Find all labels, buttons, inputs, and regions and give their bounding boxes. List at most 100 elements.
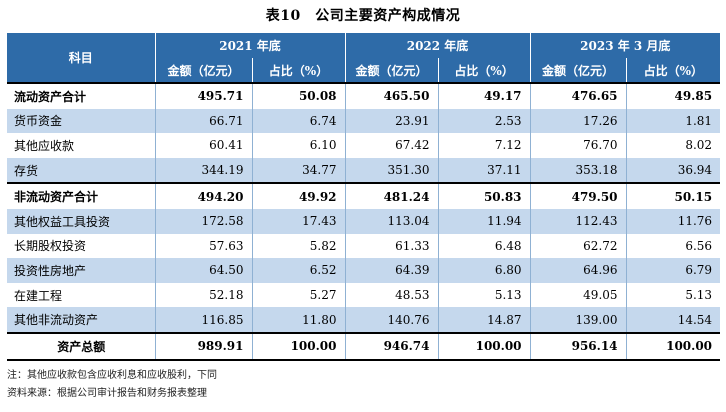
share-cell: 34.77 (251, 157, 346, 184)
share-cell: 100.00 (251, 331, 346, 361)
header-period-2022: 2022 年底 (344, 33, 531, 58)
row-label: 非流动资产合计 (7, 182, 155, 209)
header-subject: 科目 (7, 33, 155, 83)
share-cell: 2.53 (437, 108, 531, 134)
share-cell: 49.17 (437, 82, 531, 109)
row-label: 其他权益工具投资 (7, 208, 155, 234)
share-cell: 50.83 (437, 182, 531, 209)
header-period-2021: 2021 年底 (154, 33, 346, 58)
row-label: 在建工程 (7, 282, 155, 308)
table-row: 非流动资产合计 494.20 49.92 481.24 50.83 479.50 50.15 (7, 182, 721, 209)
amount-cell: 76.70 (529, 133, 627, 158)
amount-cell: 62.72 (529, 233, 627, 259)
table-title: 表10 公司主要资产构成情况 (265, 8, 461, 24)
amount-cell: 476.65 (529, 82, 627, 109)
share-cell: 6.52 (251, 258, 346, 283)
amount-cell: 48.53 (344, 282, 439, 308)
share-cell: 50.15 (625, 182, 721, 209)
amount-cell: 116.85 (154, 307, 252, 333)
table-row: 其他非流动资产 116.85 11.80 140.76 14.87 139.00 14.54 (7, 307, 721, 333)
share-cell: 5.13 (437, 282, 531, 308)
amount-cell: 494.20 (154, 182, 252, 209)
amount-cell: 64.96 (529, 258, 627, 283)
header-amount: 金额（亿元） (529, 58, 627, 83)
row-label: 存货 (7, 157, 155, 184)
share-cell: 11.76 (625, 208, 721, 234)
amount-cell: 139.00 (529, 307, 627, 333)
share-cell: 5.13 (625, 282, 721, 308)
amount-cell: 49.05 (529, 282, 627, 308)
amount-cell: 465.50 (344, 82, 439, 109)
share-cell: 6.48 (437, 233, 531, 259)
amount-cell: 113.04 (344, 208, 439, 234)
header-amount: 金额（亿元） (154, 58, 252, 83)
amount-cell: 353.18 (529, 157, 627, 184)
header-period-2023q1: 2023 年 3 月底 (529, 33, 721, 58)
share-cell: 37.11 (437, 157, 531, 184)
share-cell: 1.81 (625, 108, 721, 134)
share-cell: 11.94 (437, 208, 531, 234)
share-cell: 100.00 (437, 331, 531, 361)
row-label: 其他非流动资产 (7, 307, 155, 333)
share-cell: 11.80 (251, 307, 346, 333)
table-body: 流动资产合计 495.71 50.08 465.50 49.17 476.65 49.85 货… (7, 82, 721, 361)
amount-cell: 989.91 (154, 331, 252, 361)
amount-cell: 479.50 (529, 182, 627, 209)
row-label: 其他应收款 (7, 133, 155, 158)
amount-cell: 344.19 (154, 157, 252, 184)
header-share: 占比（%） (251, 58, 346, 83)
table-row: 资产总额 989.91 100.00 946.74 100.00 956.14 100.00 (7, 331, 721, 361)
share-cell: 5.82 (251, 233, 346, 259)
table-row: 其他应收款 60.41 6.10 67.42 7.12 76.70 8.02 (7, 133, 721, 158)
row-label: 货币资金 (7, 108, 155, 134)
amount-cell: 57.63 (154, 233, 252, 259)
share-cell: 7.12 (437, 133, 531, 158)
amount-cell: 495.71 (154, 82, 252, 109)
table-row: 长期股权投资 57.63 5.82 61.33 6.48 62.72 6.56 (7, 233, 721, 259)
share-cell: 6.74 (251, 108, 346, 134)
amount-cell: 481.24 (344, 182, 439, 209)
share-cell: 5.27 (251, 282, 346, 308)
amount-cell: 61.33 (344, 233, 439, 259)
amount-cell: 172.58 (154, 208, 252, 234)
amount-cell: 351.30 (344, 157, 439, 184)
amount-cell: 140.76 (344, 307, 439, 333)
row-label: 投资性房地产 (7, 258, 155, 283)
share-cell: 8.02 (625, 133, 721, 158)
header-share: 占比（%） (437, 58, 531, 83)
amount-cell: 66.71 (154, 108, 252, 134)
share-cell: 6.56 (625, 233, 721, 259)
amount-cell: 64.39 (344, 258, 439, 283)
table-row: 存货 344.19 34.77 351.30 37.11 353.18 36.94 (7, 157, 721, 184)
share-cell: 6.10 (251, 133, 346, 158)
asset-structure-table: 科目 2021 年底 2022 年底 2023 年 3 月底 金额（亿元） 占比… (7, 33, 721, 361)
share-cell: 14.87 (437, 307, 531, 333)
amount-cell: 64.50 (154, 258, 252, 283)
share-cell: 17.43 (251, 208, 346, 234)
share-cell: 6.79 (625, 258, 721, 283)
amount-cell: 956.14 (529, 331, 627, 361)
row-label: 资产总额 (7, 331, 155, 361)
share-cell: 36.94 (625, 157, 721, 184)
table-row: 流动资产合计 495.71 50.08 465.50 49.17 476.65 49.85 (7, 82, 721, 109)
share-cell: 100.00 (625, 331, 721, 361)
table-row: 货币资金 66.71 6.74 23.91 2.53 17.26 1.81 (7, 108, 721, 134)
amount-cell: 67.42 (344, 133, 439, 158)
amount-cell: 52.18 (154, 282, 252, 308)
table-row: 在建工程 52.18 5.27 48.53 5.13 49.05 5.13 (7, 282, 721, 308)
amount-cell: 60.41 (154, 133, 252, 158)
header-amount: 金额（亿元） (344, 58, 439, 83)
header-share: 占比（%） (625, 58, 721, 83)
share-cell: 49.85 (625, 82, 721, 109)
amount-cell: 23.91 (344, 108, 439, 134)
amount-cell: 946.74 (344, 331, 439, 361)
share-cell: 6.80 (437, 258, 531, 283)
source-note: 资料来源：根据公司审计报告和财务报表整理 (7, 388, 207, 399)
share-cell: 49.92 (251, 182, 346, 209)
share-cell: 50.08 (251, 82, 346, 109)
amount-cell: 112.43 (529, 208, 627, 234)
table-row: 其他权益工具投资 172.58 17.43 113.04 11.94 112.43 11.7… (7, 208, 721, 234)
row-label: 流动资产合计 (7, 82, 155, 109)
table-row: 投资性房地产 64.50 6.52 64.39 6.80 64.96 6.79 (7, 258, 721, 283)
amount-cell: 17.26 (529, 108, 627, 134)
